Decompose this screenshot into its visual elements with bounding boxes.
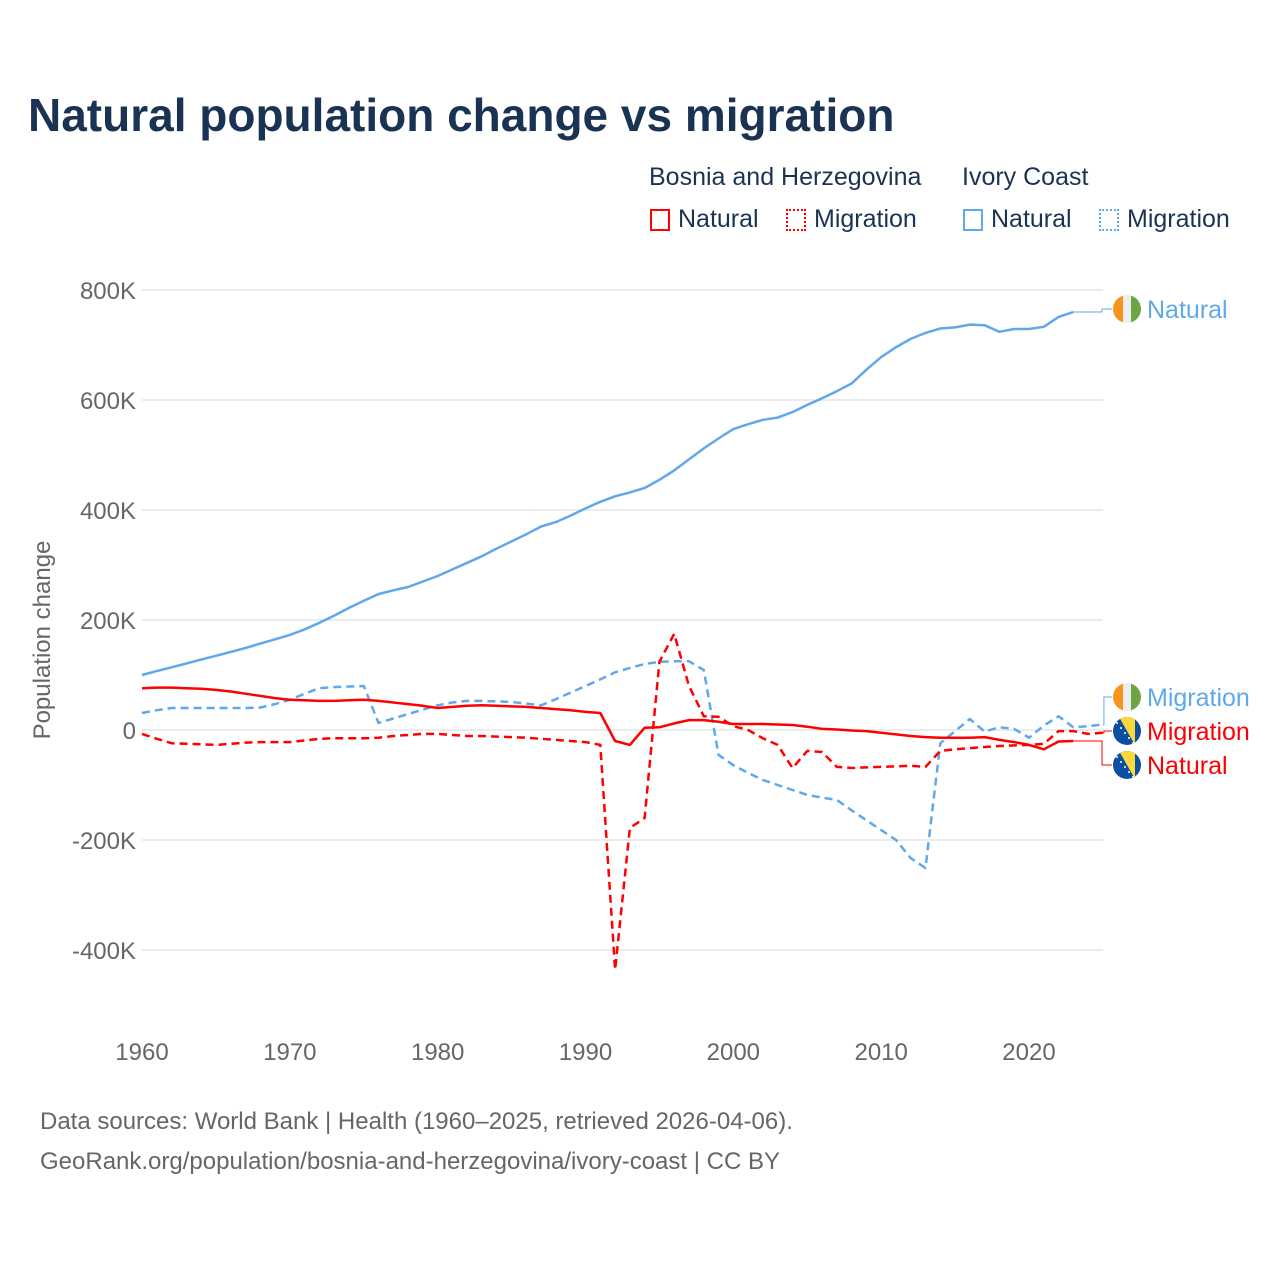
series-line-ivory-coast-migration (141, 660, 1104, 870)
series-end-label: Natural (1147, 752, 1228, 780)
legend-item-bosnia-natural[interactable]: Natural (650, 205, 759, 234)
x-tick-label: 1960 (115, 1039, 168, 1066)
solid-swatch-icon (963, 208, 983, 231)
y-tick-label: -200K (72, 828, 136, 855)
series-line-bosnia-and-herzegovina-natural (141, 686, 1074, 751)
series-line-ivory-coast-natural (141, 310, 1074, 677)
series-end-label: Natural (1147, 296, 1228, 324)
y-tick-label: -400K (72, 938, 136, 965)
legend-item-ivory-natural[interactable]: Natural (963, 205, 1072, 234)
label-connector (1102, 696, 1112, 725)
bosnia-flag-icon (1113, 751, 1141, 779)
x-tick-label: 2000 (707, 1039, 760, 1066)
legend-item-bosnia-migration[interactable]: Migration (786, 205, 917, 234)
footer-link[interactable]: GeoRank.org/population/bosnia-and-herzeg… (40, 1148, 780, 1175)
ivory-coast-flag-icon (1113, 683, 1141, 711)
legend-item-ivory-migration[interactable]: Migration (1099, 205, 1230, 234)
x-tick-label: 2020 (1002, 1039, 1055, 1066)
footer-sources: Data sources: World Bank | Health (1960–… (40, 1108, 793, 1135)
label-connector (1073, 308, 1112, 313)
series-end-label: Migration (1147, 718, 1250, 746)
x-tick-label: 1970 (263, 1039, 316, 1066)
y-tick-label: 800K (80, 278, 136, 305)
dotted-swatch-icon (1099, 208, 1119, 231)
y-tick-label: 600K (80, 388, 136, 415)
series-line-bosnia-and-herzegovina-migration (141, 632, 1103, 972)
x-tick-label: 1990 (559, 1039, 612, 1066)
legend-group-bosnia: Bosnia and Herzegovina (649, 163, 922, 191)
chart-title: Natural population change vs migration (28, 89, 895, 141)
series-end-label: Migration (1147, 684, 1250, 712)
y-tick-label: 0 (123, 718, 136, 745)
y-tick-label: 200K (80, 608, 136, 635)
y-axis-label: Population change (29, 541, 56, 740)
solid-swatch-icon (650, 208, 670, 231)
x-tick-label: 1980 (411, 1039, 464, 1066)
x-tick-label: 2010 (854, 1039, 907, 1066)
ivory-coast-flag-icon (1113, 295, 1141, 323)
bosnia-flag-icon (1113, 717, 1141, 745)
y-tick-label: 400K (80, 498, 136, 525)
dotted-swatch-icon (786, 208, 806, 231)
label-connector (1102, 730, 1112, 734)
label-connector (1073, 740, 1112, 766)
legend-group-ivory-coast: Ivory Coast (962, 163, 1089, 191)
